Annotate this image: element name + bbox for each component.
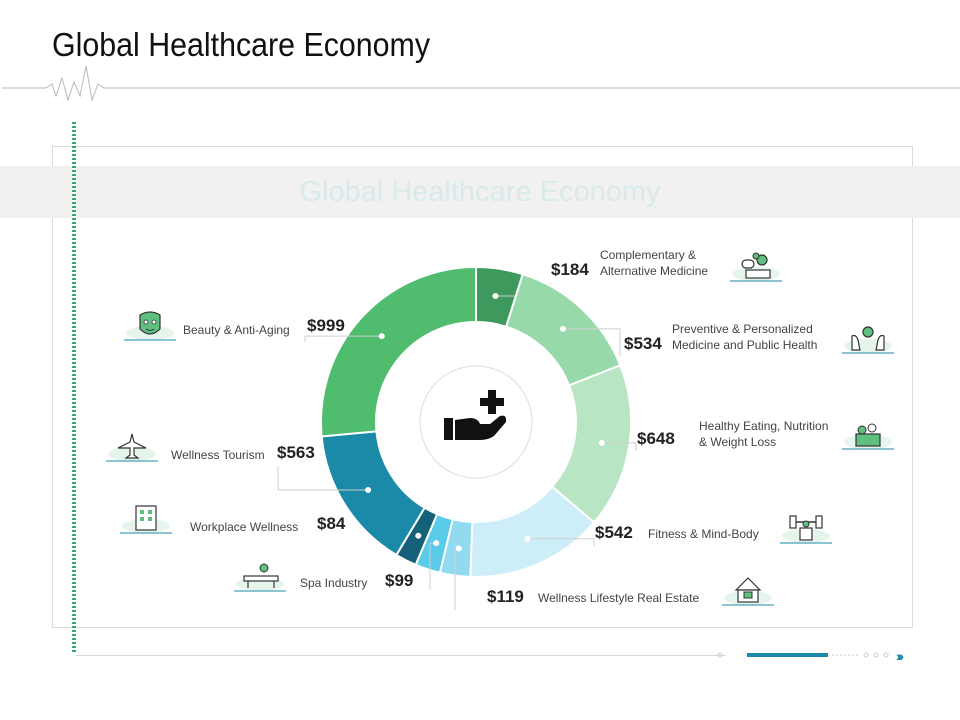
leader-dot — [560, 325, 567, 332]
label-complementary-medicine: Complementary & Alternative Medicine — [600, 247, 708, 279]
face-mask-icon — [124, 311, 176, 341]
leader-dot — [455, 545, 462, 552]
label-wellness-tourism: Wellness Tourism — [171, 447, 265, 463]
leader-line — [601, 442, 637, 451]
fruit-basket-icon — [842, 423, 894, 450]
massage-icon — [234, 563, 286, 592]
label-spa: Spa Industry — [300, 575, 367, 591]
value-fitness: $542 — [595, 523, 633, 542]
label-preventive-medicine: Preventive & Personalized Medicine and P… — [672, 321, 817, 353]
label-line: Complementary & — [600, 248, 697, 262]
office-building-icon — [120, 505, 172, 534]
value-wellness-tourism: $563 — [277, 443, 315, 462]
label-real-estate: Wellness Lifestyle Real Estate — [538, 590, 699, 606]
vertical-dashed-line — [72, 122, 76, 654]
leader-dot — [492, 292, 499, 299]
pills-icon — [730, 252, 782, 282]
value-complementary-medicine: $184 — [551, 260, 589, 279]
hands-virus-icon — [842, 326, 894, 354]
leader-dot — [524, 535, 531, 542]
leader-dot — [433, 540, 440, 547]
label-beauty: Beauty & Anti-Aging — [183, 322, 290, 338]
label-line: Workplace Wellness — [190, 520, 299, 534]
label-line: Fitness & Mind-Body — [648, 527, 759, 541]
label-healthy-eating: Healthy Eating, Nutrition & Weight Loss — [699, 418, 828, 450]
label-line: Wellness Lifestyle Real Estate — [538, 591, 700, 605]
value-real-estate: $119 — [487, 587, 524, 606]
content-frame — [52, 146, 913, 628]
label-workplace-wellness: Workplace Wellness — [190, 519, 298, 535]
value-spa: $99 — [385, 571, 414, 590]
airplane-icon — [106, 433, 158, 462]
value-healthy-eating: $648 — [637, 429, 675, 448]
progress-decoration — [717, 652, 889, 658]
banner — [0, 166, 960, 218]
dumbbell-icon — [780, 515, 832, 544]
label-fitness: Fitness & Mind-Body — [648, 526, 759, 542]
next-arrows-icon: ››› — [896, 648, 904, 664]
leader-dot — [378, 333, 385, 340]
label-line: Alternative Medicine — [600, 264, 709, 278]
label-line: Medicine and Public Health — [672, 338, 818, 352]
leader-line — [527, 538, 595, 546]
footer-divider — [76, 655, 726, 656]
leader-line — [304, 335, 382, 342]
label-line: Spa Industry — [300, 576, 368, 590]
label-line: Wellness Tourism — [171, 448, 265, 462]
leader-dot — [365, 486, 372, 493]
leader-dot — [598, 439, 605, 446]
house-icon — [722, 577, 774, 606]
leader-line — [277, 466, 369, 491]
value-preventive-medicine: $534 — [624, 334, 662, 353]
leader-dot — [415, 532, 422, 539]
label-line: Beauty & Anti-Aging — [183, 323, 290, 337]
heartbeat-divider — [2, 65, 960, 102]
page-title: Global Healthcare Economy — [52, 26, 431, 63]
label-line: & Weight Loss — [699, 435, 777, 449]
leader-line — [563, 328, 621, 356]
value-beauty: $999 — [307, 316, 345, 335]
value-workplace-wellness: $84 — [317, 514, 346, 533]
label-line: Healthy Eating, Nutrition — [699, 419, 829, 433]
hand-with-medical-cross-icon — [444, 390, 507, 440]
banner-title: Global Healthcare Economy — [299, 176, 661, 208]
label-line: Preventive & Personalized — [672, 322, 813, 336]
donut-slice — [320, 265, 477, 438]
